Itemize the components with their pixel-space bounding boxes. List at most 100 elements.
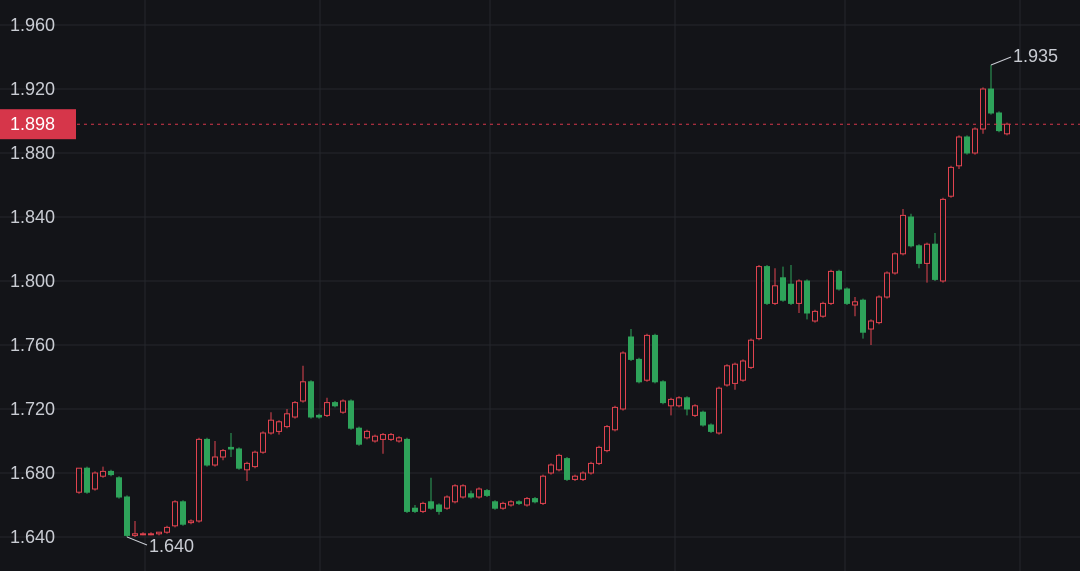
candle-body [100, 470, 106, 477]
candle-body [724, 365, 730, 386]
candle-body [532, 498, 538, 503]
candle-body [612, 406, 618, 431]
candle-body [132, 533, 138, 536]
candle-body [356, 427, 362, 445]
candle-body [988, 88, 994, 114]
candle-body [180, 501, 186, 525]
candle-body [204, 438, 210, 466]
candle-body [588, 462, 594, 474]
min-pointer [126, 536, 148, 546]
candle-body [772, 285, 778, 304]
candle-body [524, 498, 530, 506]
candle-body [364, 430, 370, 439]
candle-body [428, 501, 434, 509]
candle-body [572, 475, 578, 480]
candle-body [268, 419, 274, 434]
candle-body [420, 502, 426, 512]
y-tick-label: 1.960 [10, 15, 55, 35]
candle-body [332, 402, 338, 407]
candle-body [716, 387, 722, 434]
candle-body [300, 381, 306, 402]
candle-body [508, 501, 514, 506]
candle-body [236, 448, 242, 469]
candle-body [316, 414, 322, 418]
y-tick-label: 1.760 [10, 335, 55, 355]
candle-body [404, 438, 410, 512]
candle-body [892, 253, 898, 274]
y-tick-label: 1.800 [10, 271, 55, 291]
candle-body [196, 438, 202, 522]
candle-body [748, 339, 754, 368]
candle-body [620, 352, 626, 410]
candle-body [468, 493, 474, 498]
candle-body [500, 502, 506, 509]
candle-body [844, 288, 850, 304]
candle-body [908, 216, 914, 247]
candle-body [476, 488, 482, 498]
candle-body [820, 302, 826, 317]
candle-body [1004, 123, 1010, 135]
candle-body [644, 334, 650, 381]
candle-body [348, 400, 354, 429]
candle-body [276, 421, 282, 432]
candle-body [164, 526, 170, 533]
candle-body [628, 336, 634, 360]
candle-body [212, 456, 218, 466]
candle-body [812, 310, 818, 322]
candle-body [916, 245, 922, 264]
candle-body [636, 358, 642, 383]
candle-body [444, 496, 450, 509]
candle-body [740, 360, 746, 381]
candle-body [76, 467, 82, 493]
candle-body [780, 277, 786, 301]
candle-body [764, 266, 770, 304]
candle-body [868, 320, 874, 330]
candle-body [84, 467, 90, 493]
candle-body [972, 128, 978, 154]
candle-body [684, 397, 690, 410]
candle-body [692, 405, 698, 416]
candle-body [980, 88, 986, 130]
candle-body [828, 270, 834, 304]
candle-body [708, 424, 714, 432]
candle-body [924, 243, 930, 264]
candle-body [804, 280, 810, 314]
max-pointer [990, 56, 1012, 66]
candle-body [220, 450, 226, 458]
candle-body [116, 477, 122, 498]
candle-body [884, 272, 890, 298]
candle-body [172, 501, 178, 527]
candle-body [556, 454, 562, 471]
candle-body [956, 136, 962, 167]
candle-body [388, 434, 394, 440]
candle-body [900, 214, 906, 255]
candle-body [452, 485, 458, 503]
candle-body [148, 533, 154, 536]
candle-body [540, 475, 546, 504]
candle-body [380, 434, 386, 440]
candle-body [412, 507, 418, 512]
candle-body [492, 501, 498, 509]
candle-body [140, 533, 146, 536]
candle-body [596, 446, 602, 464]
candle-body [460, 485, 466, 498]
candle-body [996, 112, 1002, 132]
candle-body [188, 520, 194, 524]
candle-body [788, 283, 794, 304]
candle-body [252, 451, 258, 468]
candle-body [436, 504, 442, 512]
candle-body [516, 501, 522, 504]
candle-body [676, 397, 682, 407]
candle-body [108, 470, 114, 476]
candle-body [932, 243, 938, 280]
candle-body [668, 398, 674, 407]
candle-body [860, 299, 866, 333]
last-price-box [0, 109, 76, 140]
candle-body [700, 411, 706, 426]
candle-body [580, 472, 586, 480]
y-tick-label: 1.720 [10, 399, 55, 419]
candle-body [876, 296, 882, 324]
min-label: 1.640 [149, 536, 194, 556]
candle-body [124, 496, 130, 536]
